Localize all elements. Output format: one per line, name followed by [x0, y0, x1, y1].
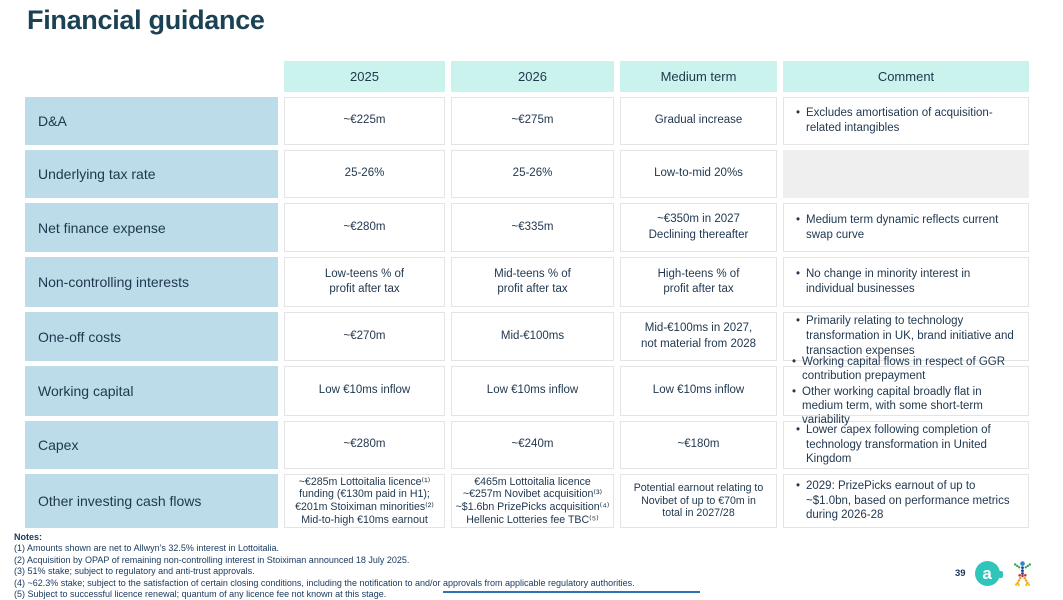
notes-heading: Notes:	[14, 532, 43, 542]
page-title: Financial guidance	[27, 5, 265, 35]
cell-line: Mid-to-high €10ms earnout	[301, 513, 428, 526]
cell-line: Novibet of up to €70m in	[641, 494, 756, 507]
footer: 39 a	[955, 560, 1036, 587]
cell-oneoff-2026: Mid-€100ms	[451, 312, 614, 361]
cell-wc-2025: Low €10ms inflow	[284, 366, 445, 416]
notes: Notes: (1) Amounts shown are net to Allw…	[14, 532, 635, 600]
cell-finance-comment: Medium term dynamic reflects current swa…	[783, 203, 1029, 252]
cell-line: Potential earnout relating to	[633, 481, 764, 494]
cell-line: profit after tax	[329, 283, 400, 295]
cell-oneoff-medium: Mid-€100ms in 2027, not material from 20…	[620, 312, 777, 361]
cell-line: profit after tax	[663, 283, 734, 295]
cell-oneoff-comment: Primarily relating to technology transfo…	[783, 312, 1029, 361]
comment-bullet: 2029: PrizePicks earnout of up to ~$1.0b…	[796, 479, 1018, 524]
cell-finance-2026: ~€335m	[451, 203, 614, 252]
guidance-table: 2025 2026 Medium term Comment D&A ~€225m…	[25, 61, 1029, 528]
dotted-figure-logo-icon	[1013, 561, 1031, 587]
cell-line: €465m Lottoitalia licence	[474, 475, 591, 488]
cell-wc-medium: Low €10ms inflow	[620, 366, 777, 416]
allwyn-logo-icon: a	[974, 561, 1003, 586]
cell-line: ~$1.6bn PrizePicks acquisition⁽⁴⁾	[455, 501, 610, 513]
cell-line: not material from 2028	[640, 337, 757, 350]
cell-nci-2026: Mid-teens % of profit after tax	[451, 257, 614, 307]
comment-bullet: Excludes amortisation of acquisition-rel…	[796, 106, 1018, 136]
cell-line: €201m Stoiximan minorities⁽²⁾	[295, 501, 434, 513]
cell-line: funding (€130m paid in H1);	[299, 488, 430, 501]
cell-line: ~€285m Lottoitalia licence⁽¹⁾	[298, 475, 431, 488]
comment-bullet: Primarily relating to technology transfo…	[796, 314, 1018, 359]
cell-capex-medium: ~€180m	[620, 421, 777, 469]
row-label-working-capital: Working capital	[25, 366, 278, 416]
comment-bullet: Lower capex following completion of tech…	[796, 423, 1018, 468]
comment-bullet: Working capital flows in respect of GGR …	[792, 355, 1022, 383]
row-label-tax-rate: Underlying tax rate	[25, 150, 278, 198]
cell-da-2026: ~€275m	[451, 97, 614, 145]
row-label-da: D&A	[25, 97, 278, 145]
cell-wc-comment: Working capital flows in respect of GGR …	[783, 355, 1029, 426]
cell-tax-medium: Low-to-mid 20%s	[620, 150, 777, 198]
bottom-divider	[443, 591, 700, 593]
note-item: (3) 51% stake; subject to regulatory and…	[14, 566, 255, 577]
cell-line: total in 2027/28	[662, 507, 735, 520]
note-item: (2) Acquisition by OPAP of remaining non…	[14, 554, 410, 565]
row-label-one-off: One-off costs	[25, 312, 278, 361]
cell-tax-2026: 25-26%	[451, 150, 614, 198]
cell-line: Mid-teens % of	[494, 267, 571, 280]
cell-other-medium: Potential earnout relating to Novibet of…	[620, 474, 777, 528]
cell-tax-comment-empty	[783, 150, 1029, 198]
cell-line: ~€257m Novibet acquisition⁽³⁾	[462, 488, 603, 501]
cell-line: Hellenic Lotteries fee TBC⁽⁵⁾	[466, 513, 599, 526]
note-item: (1) Amounts shown are net to Allwyn’s 32…	[14, 543, 279, 554]
cell-line: High-teens % of	[657, 267, 740, 280]
cell-da-2025: ~€225m	[284, 97, 445, 145]
row-label-other-investing: Other investing cash flows	[25, 474, 278, 528]
cell-line: profit after tax	[497, 283, 568, 295]
cell-capex-comment: Lower capex following completion of tech…	[783, 421, 1029, 469]
cell-line: Low-teens % of	[324, 267, 405, 280]
cell-capex-2026: ~€240m	[451, 421, 614, 469]
column-header-medium-term: Medium term	[620, 61, 777, 92]
cell-line: Declining thereafter	[648, 228, 749, 241]
cell-line: Mid-€100ms in 2027,	[644, 322, 753, 335]
column-header-2025: 2025	[284, 61, 445, 92]
cell-other-comment: 2029: PrizePicks earnout of up to ~$1.0b…	[783, 474, 1029, 528]
cell-da-comment: Excludes amortisation of acquisition-rel…	[783, 97, 1029, 145]
row-label-net-finance: Net finance expense	[25, 203, 278, 252]
comment-bullet: No change in minority interest in indivi…	[796, 267, 1018, 297]
cell-tax-2025: 25-26%	[284, 150, 445, 198]
column-header-comment: Comment	[783, 61, 1029, 92]
column-header-2026: 2026	[451, 61, 614, 92]
header-spacer	[25, 61, 278, 92]
note-item: (4) ~62.3% stake; subject to the satisfa…	[14, 577, 635, 588]
cell-da-medium: Gradual increase	[620, 97, 777, 145]
row-label-capex: Capex	[25, 421, 278, 469]
cell-other-2026: €465m Lottoitalia licence ~€257m Novibet…	[451, 474, 614, 528]
cell-oneoff-2025: ~€270m	[284, 312, 445, 361]
cell-nci-medium: High-teens % of profit after tax	[620, 257, 777, 307]
page-number: 39	[955, 568, 966, 579]
cell-other-2025: ~€285m Lottoitalia licence⁽¹⁾ funding (€…	[284, 474, 445, 528]
cell-capex-2025: ~€280m	[284, 421, 445, 469]
cell-finance-medium: ~€350m in 2027 Declining thereafter	[620, 203, 777, 252]
cell-line: ~€350m in 2027	[657, 213, 740, 226]
cell-nci-comment: No change in minority interest in indivi…	[783, 257, 1029, 307]
note-item: (5) Subject to successful licence renewa…	[14, 589, 387, 600]
cell-finance-2025: ~€280m	[284, 203, 445, 252]
comment-bullet: Other working capital broadly flat in me…	[792, 385, 1022, 427]
row-label-nci: Non-controlling interests	[25, 257, 278, 307]
cell-nci-2025: Low-teens % of profit after tax	[284, 257, 445, 307]
comment-bullet: Medium term dynamic reflects current swa…	[796, 213, 1018, 243]
cell-wc-2026: Low €10ms inflow	[451, 366, 614, 416]
allwyn-logo-letter: a	[982, 564, 992, 583]
